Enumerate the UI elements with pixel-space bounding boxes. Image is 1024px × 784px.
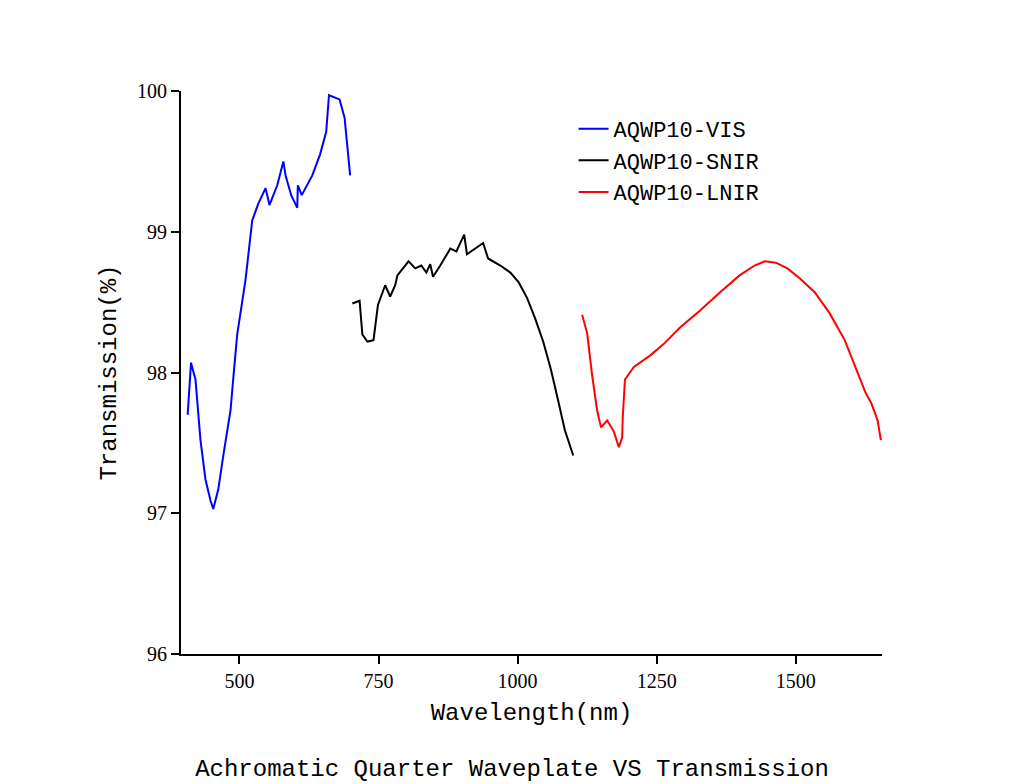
svg-text:750: 750	[364, 670, 394, 692]
svg-text:100: 100	[137, 80, 167, 102]
svg-text:1250: 1250	[637, 670, 677, 692]
svg-text:98: 98	[147, 362, 167, 384]
svg-text:AQWP10-SNIR: AQWP10-SNIR	[614, 151, 759, 176]
svg-text:Transmission(%): Transmission(%)	[96, 264, 123, 480]
svg-text:Wavelength(nm): Wavelength(nm)	[431, 700, 633, 727]
svg-text:99: 99	[147, 221, 167, 243]
svg-text:1500: 1500	[776, 670, 816, 692]
svg-text:AQWP10-LNIR: AQWP10-LNIR	[614, 182, 759, 207]
svg-text:Achromatic Quarter Waveplate V: Achromatic Quarter Waveplate VS Transmis…	[195, 756, 829, 783]
svg-text:500: 500	[224, 670, 254, 692]
svg-text:96: 96	[147, 643, 167, 665]
svg-text:AQWP10-VIS: AQWP10-VIS	[614, 119, 746, 144]
svg-text:97: 97	[147, 502, 167, 524]
svg-text:1000: 1000	[498, 670, 538, 692]
